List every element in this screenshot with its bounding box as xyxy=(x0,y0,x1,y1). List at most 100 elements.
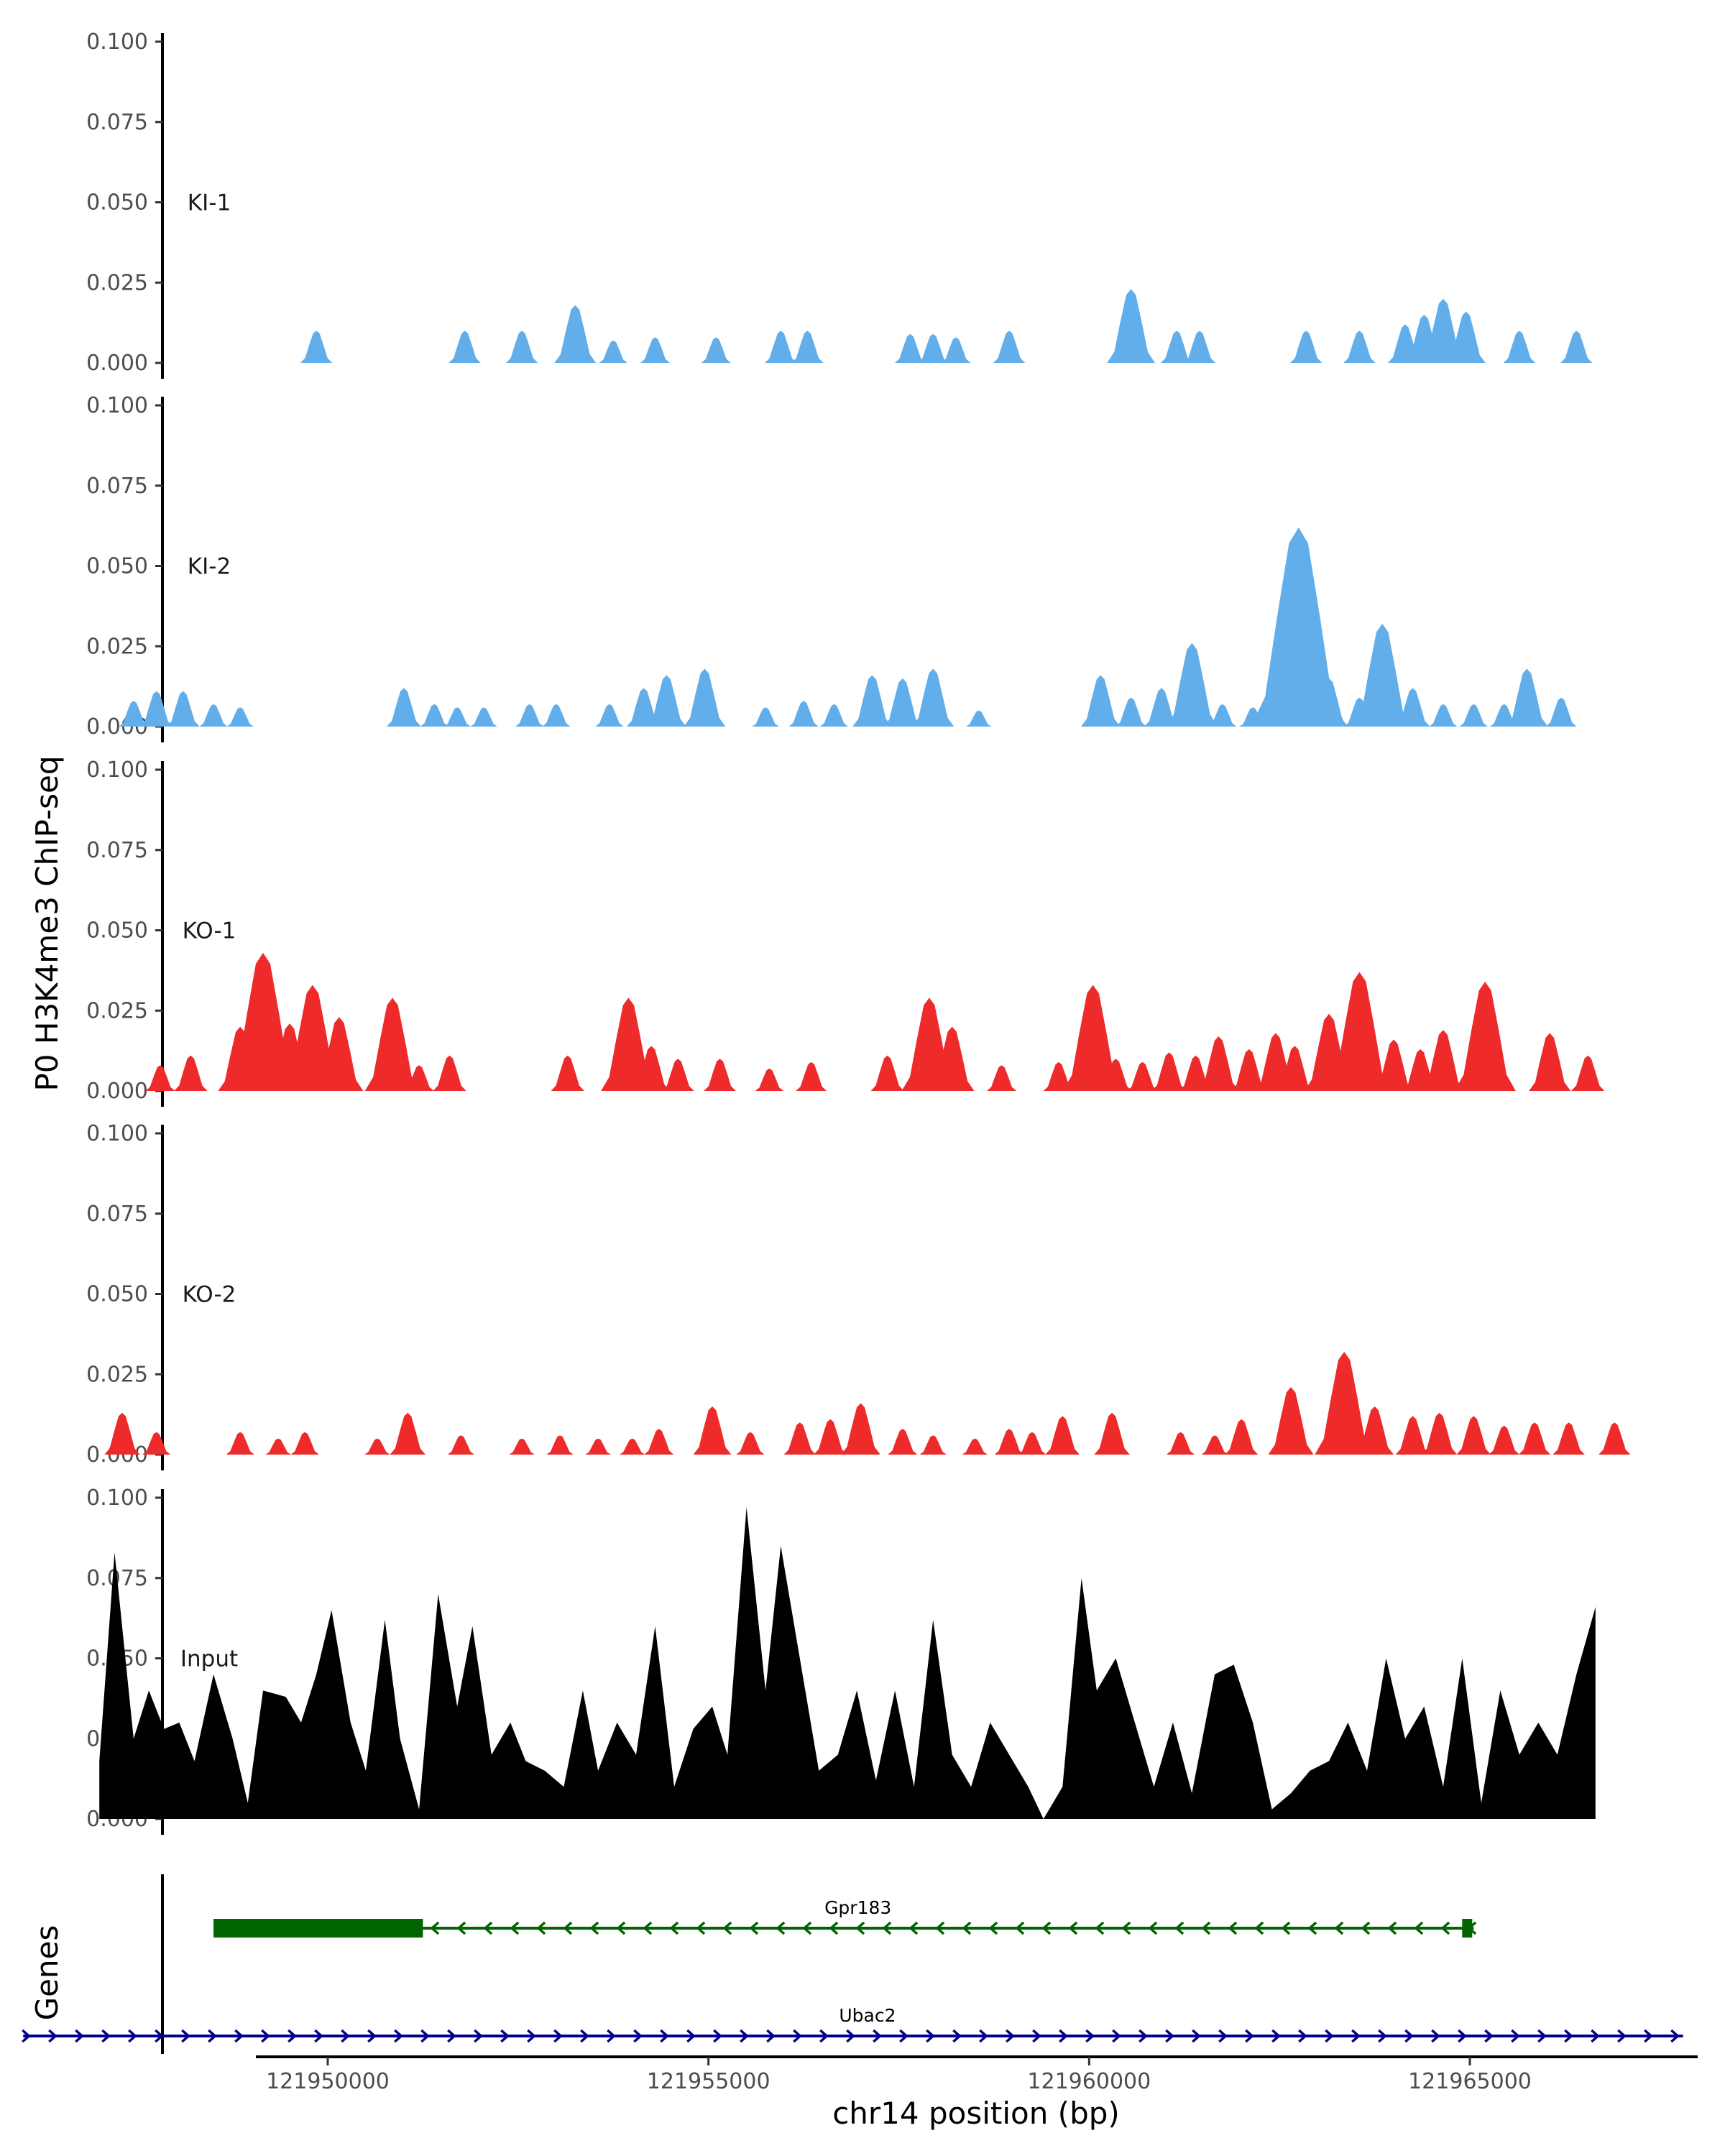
strand-arrow xyxy=(456,1921,466,1935)
strand-arrow xyxy=(589,1921,599,1935)
strand-arrow xyxy=(740,2029,749,2043)
strand-arrow xyxy=(1006,2029,1015,2043)
x-tick-label: 121950000 xyxy=(266,2069,390,2094)
signal-peak xyxy=(755,1068,784,1091)
signal-peak xyxy=(119,701,149,727)
strand-arrow xyxy=(181,2029,190,2043)
signal-peak xyxy=(1198,1036,1239,1091)
signal-peak xyxy=(265,1438,292,1455)
signal-peak xyxy=(1456,1416,1491,1455)
y-tick-label: 0.025 xyxy=(86,634,148,659)
y-tick-label: 0.100 xyxy=(86,1121,148,1146)
signal-peak xyxy=(1251,527,1346,727)
strand-arrow xyxy=(749,1921,759,1935)
strand-arrow xyxy=(962,1921,972,1935)
signal-peak xyxy=(1208,704,1237,727)
signal-peak xyxy=(888,1429,918,1455)
strand-arrow xyxy=(536,1921,546,1935)
signal-peak xyxy=(1276,1046,1313,1091)
signal-peak xyxy=(765,331,797,363)
strand-arrow xyxy=(908,1921,919,1935)
strand-arrow xyxy=(607,2029,616,2043)
y-axis-title: P0 H3K4me3 ChIP-seq xyxy=(29,755,65,1091)
strand-arrow xyxy=(1148,1921,1158,1935)
signal-peak xyxy=(585,1438,612,1455)
strand-arrow xyxy=(261,2029,270,2043)
signal-peak xyxy=(470,707,497,727)
signal-peak xyxy=(447,1435,475,1455)
signal-peak xyxy=(174,1055,208,1091)
signal-peak xyxy=(1127,1061,1158,1091)
signal-peak xyxy=(783,1422,816,1455)
strand-arrow xyxy=(1361,1921,1371,1935)
strand-arrow xyxy=(1564,2029,1573,2043)
signal-peak xyxy=(420,704,448,727)
signal-peak xyxy=(962,1438,988,1455)
signal-peak xyxy=(1062,985,1123,1091)
signal-peak xyxy=(601,998,656,1091)
signal-peak xyxy=(987,1065,1017,1091)
signal-peak xyxy=(1356,1406,1394,1455)
signal-peak xyxy=(919,1435,947,1455)
signal-peak xyxy=(736,1432,765,1455)
signal-peak xyxy=(994,1429,1024,1455)
signal-peak xyxy=(852,675,892,727)
signal-peak xyxy=(796,1061,827,1091)
strand-arrow xyxy=(1218,2029,1228,2043)
strand-arrow xyxy=(128,2029,137,2043)
signal-peak xyxy=(752,707,779,727)
signal-peak xyxy=(912,668,954,727)
signal-peak xyxy=(387,688,421,727)
signal-peak xyxy=(542,704,571,727)
strand-arrow xyxy=(1644,2029,1653,2043)
strand-arrow xyxy=(1165,2029,1174,2043)
strand-arrow xyxy=(1041,1921,1052,1935)
gene-track: Gpr183 Ubac2 xyxy=(22,1874,1683,2054)
signal-peak xyxy=(443,707,471,727)
y-tick-label: 0.100 xyxy=(86,1485,148,1511)
signal-peak xyxy=(551,1055,584,1091)
strand-arrow xyxy=(420,2029,430,2043)
strand-arrow xyxy=(430,1921,440,1935)
y-tick-label: 0.100 xyxy=(86,393,148,418)
strand-arrow xyxy=(935,1921,945,1935)
strand-arrow xyxy=(1537,2029,1547,2043)
strand-arrow xyxy=(1378,2029,1387,2043)
y-tick-label: 0.025 xyxy=(86,998,148,1023)
strand-arrow xyxy=(1254,1921,1264,1935)
strand-arrow xyxy=(899,2029,908,2043)
strand-arrow xyxy=(616,1921,626,1935)
signal-peak xyxy=(1144,688,1179,727)
strand-arrow xyxy=(1121,1921,1131,1935)
signal-peak xyxy=(647,675,686,727)
signal-peak xyxy=(895,333,926,363)
y-tick-label: 0.100 xyxy=(86,29,148,55)
strand-arrow xyxy=(1068,1921,1078,1935)
strand-arrow xyxy=(1591,2029,1600,2043)
gene-ubac2: Ubac2 xyxy=(22,2005,1683,2043)
track-label: Input xyxy=(180,1646,238,1672)
signal-peak xyxy=(1560,331,1593,363)
strand-arrow xyxy=(1298,2029,1307,2043)
strand-arrow xyxy=(1174,1921,1184,1935)
strand-arrow xyxy=(1431,2029,1440,2043)
strand-arrow xyxy=(1458,2029,1467,2043)
strand-arrow xyxy=(988,1921,998,1935)
signal-peak xyxy=(390,1412,426,1455)
signal-peak xyxy=(1045,1416,1080,1455)
strand-arrow xyxy=(394,2029,403,2043)
signal-peak xyxy=(1166,642,1218,727)
signal-peak xyxy=(1107,289,1155,363)
signal-peak xyxy=(662,1059,694,1091)
signal-peak xyxy=(841,1403,880,1455)
signal-peak xyxy=(1080,675,1121,727)
strand-arrow xyxy=(819,2029,829,2043)
signal-peak xyxy=(619,1438,645,1455)
signal-peak xyxy=(1100,1059,1132,1091)
signal-peak xyxy=(684,668,726,727)
strand-arrow xyxy=(75,2029,84,2043)
strand-arrow xyxy=(1138,2029,1148,2043)
signal-peak xyxy=(515,704,544,727)
